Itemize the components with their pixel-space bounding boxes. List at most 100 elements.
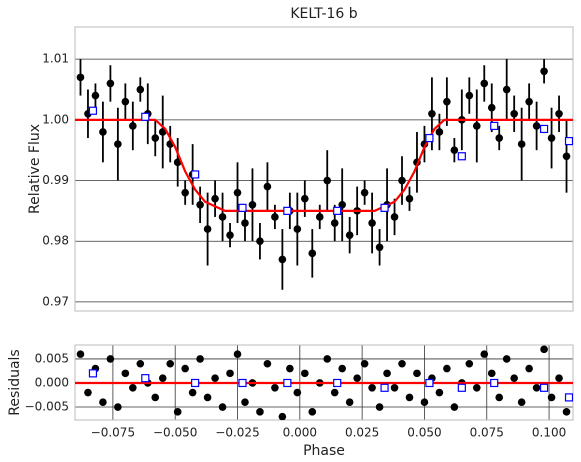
binned-point (380, 383, 389, 392)
data-point (443, 364, 451, 373)
data-point (435, 388, 444, 397)
data-point (315, 213, 324, 221)
x-tick-label: 0.075 (470, 426, 504, 440)
data-point (76, 350, 85, 358)
data-point (301, 194, 309, 203)
data-point (256, 237, 264, 246)
binned-point (564, 393, 573, 402)
binned-point (539, 124, 549, 134)
y-tick-label: 0.97 (42, 294, 69, 308)
data-point (330, 219, 339, 227)
chart-title: KELT-16 b (290, 6, 357, 22)
data-point (106, 355, 115, 363)
data-point (525, 97, 533, 106)
data-point (99, 128, 107, 136)
data-point (532, 122, 541, 130)
x-tick-label: −0.075 (91, 426, 135, 440)
data-point (293, 225, 302, 233)
y-axis-label: Relative Flux (27, 124, 43, 214)
data-point (495, 393, 504, 402)
binned-point (238, 378, 247, 388)
binned-point (539, 383, 549, 392)
binned-point (88, 369, 98, 378)
binned-point (380, 203, 389, 212)
data-point (368, 383, 376, 392)
data-point (181, 188, 189, 197)
data-point (129, 122, 137, 130)
data-point (263, 182, 272, 191)
binned-point (141, 374, 150, 383)
data-point (99, 398, 107, 407)
data-point (181, 364, 189, 373)
x-axis-label: Phase (303, 443, 345, 459)
data-point (323, 355, 332, 363)
binned-point (141, 112, 150, 121)
data-point (540, 67, 548, 76)
data-point (226, 231, 234, 239)
data-point (211, 374, 219, 382)
data-point (233, 188, 242, 197)
data-point (308, 249, 317, 258)
binned-point (191, 170, 200, 179)
data-point (114, 403, 122, 411)
binned-point (283, 206, 292, 215)
data-point (136, 359, 145, 368)
data-point (271, 383, 279, 392)
data-point (495, 134, 504, 142)
data-point (405, 393, 414, 402)
y-tick-label: −0.005 (25, 400, 69, 414)
data-point (136, 85, 145, 94)
data-point (525, 364, 533, 373)
data-point (241, 219, 249, 227)
data-point (502, 85, 511, 94)
data-point (271, 213, 279, 221)
data-point (129, 383, 137, 392)
binned-point (333, 206, 342, 215)
data-point (151, 393, 160, 402)
data-point (547, 393, 556, 402)
data-point (173, 408, 182, 416)
data-point (360, 188, 369, 197)
data-point (487, 103, 496, 112)
data-point (517, 398, 526, 407)
data-point (256, 408, 264, 416)
data-point (286, 364, 294, 373)
binned-point (490, 378, 499, 388)
data-point (151, 134, 160, 142)
binned-point (457, 152, 466, 161)
data-point (368, 219, 376, 227)
data-point (517, 140, 526, 148)
binned-point (283, 378, 292, 388)
data-point (472, 383, 481, 392)
data-point (428, 109, 436, 118)
data-point (158, 374, 167, 382)
binned-point (191, 378, 200, 388)
data-point (248, 201, 257, 209)
data-point (263, 359, 272, 368)
x-tick-label: 0.050 (407, 426, 441, 440)
data-point (203, 393, 212, 402)
data-point (338, 364, 346, 373)
data-point (390, 383, 399, 392)
y-tick-label: 0.000 (35, 375, 69, 389)
data-point (398, 359, 406, 368)
model-line (75, 118, 573, 212)
plot-area (75, 345, 573, 420)
data-point (480, 79, 489, 88)
data-point (487, 369, 496, 378)
data-point (345, 231, 354, 239)
binned-point (333, 378, 342, 388)
x-tick-label: −0.050 (153, 426, 197, 440)
y-tick-label: 0.98 (42, 234, 69, 248)
data-point (301, 369, 309, 378)
data-point (383, 369, 391, 378)
data-point (390, 213, 399, 221)
data-point (413, 369, 421, 378)
data-point (472, 122, 481, 130)
data-point (226, 369, 234, 378)
x-tick-label: 0.100 (532, 426, 566, 440)
data-point (330, 388, 339, 397)
binned-point (88, 106, 98, 115)
data-point (375, 403, 384, 411)
data-point (510, 374, 518, 382)
